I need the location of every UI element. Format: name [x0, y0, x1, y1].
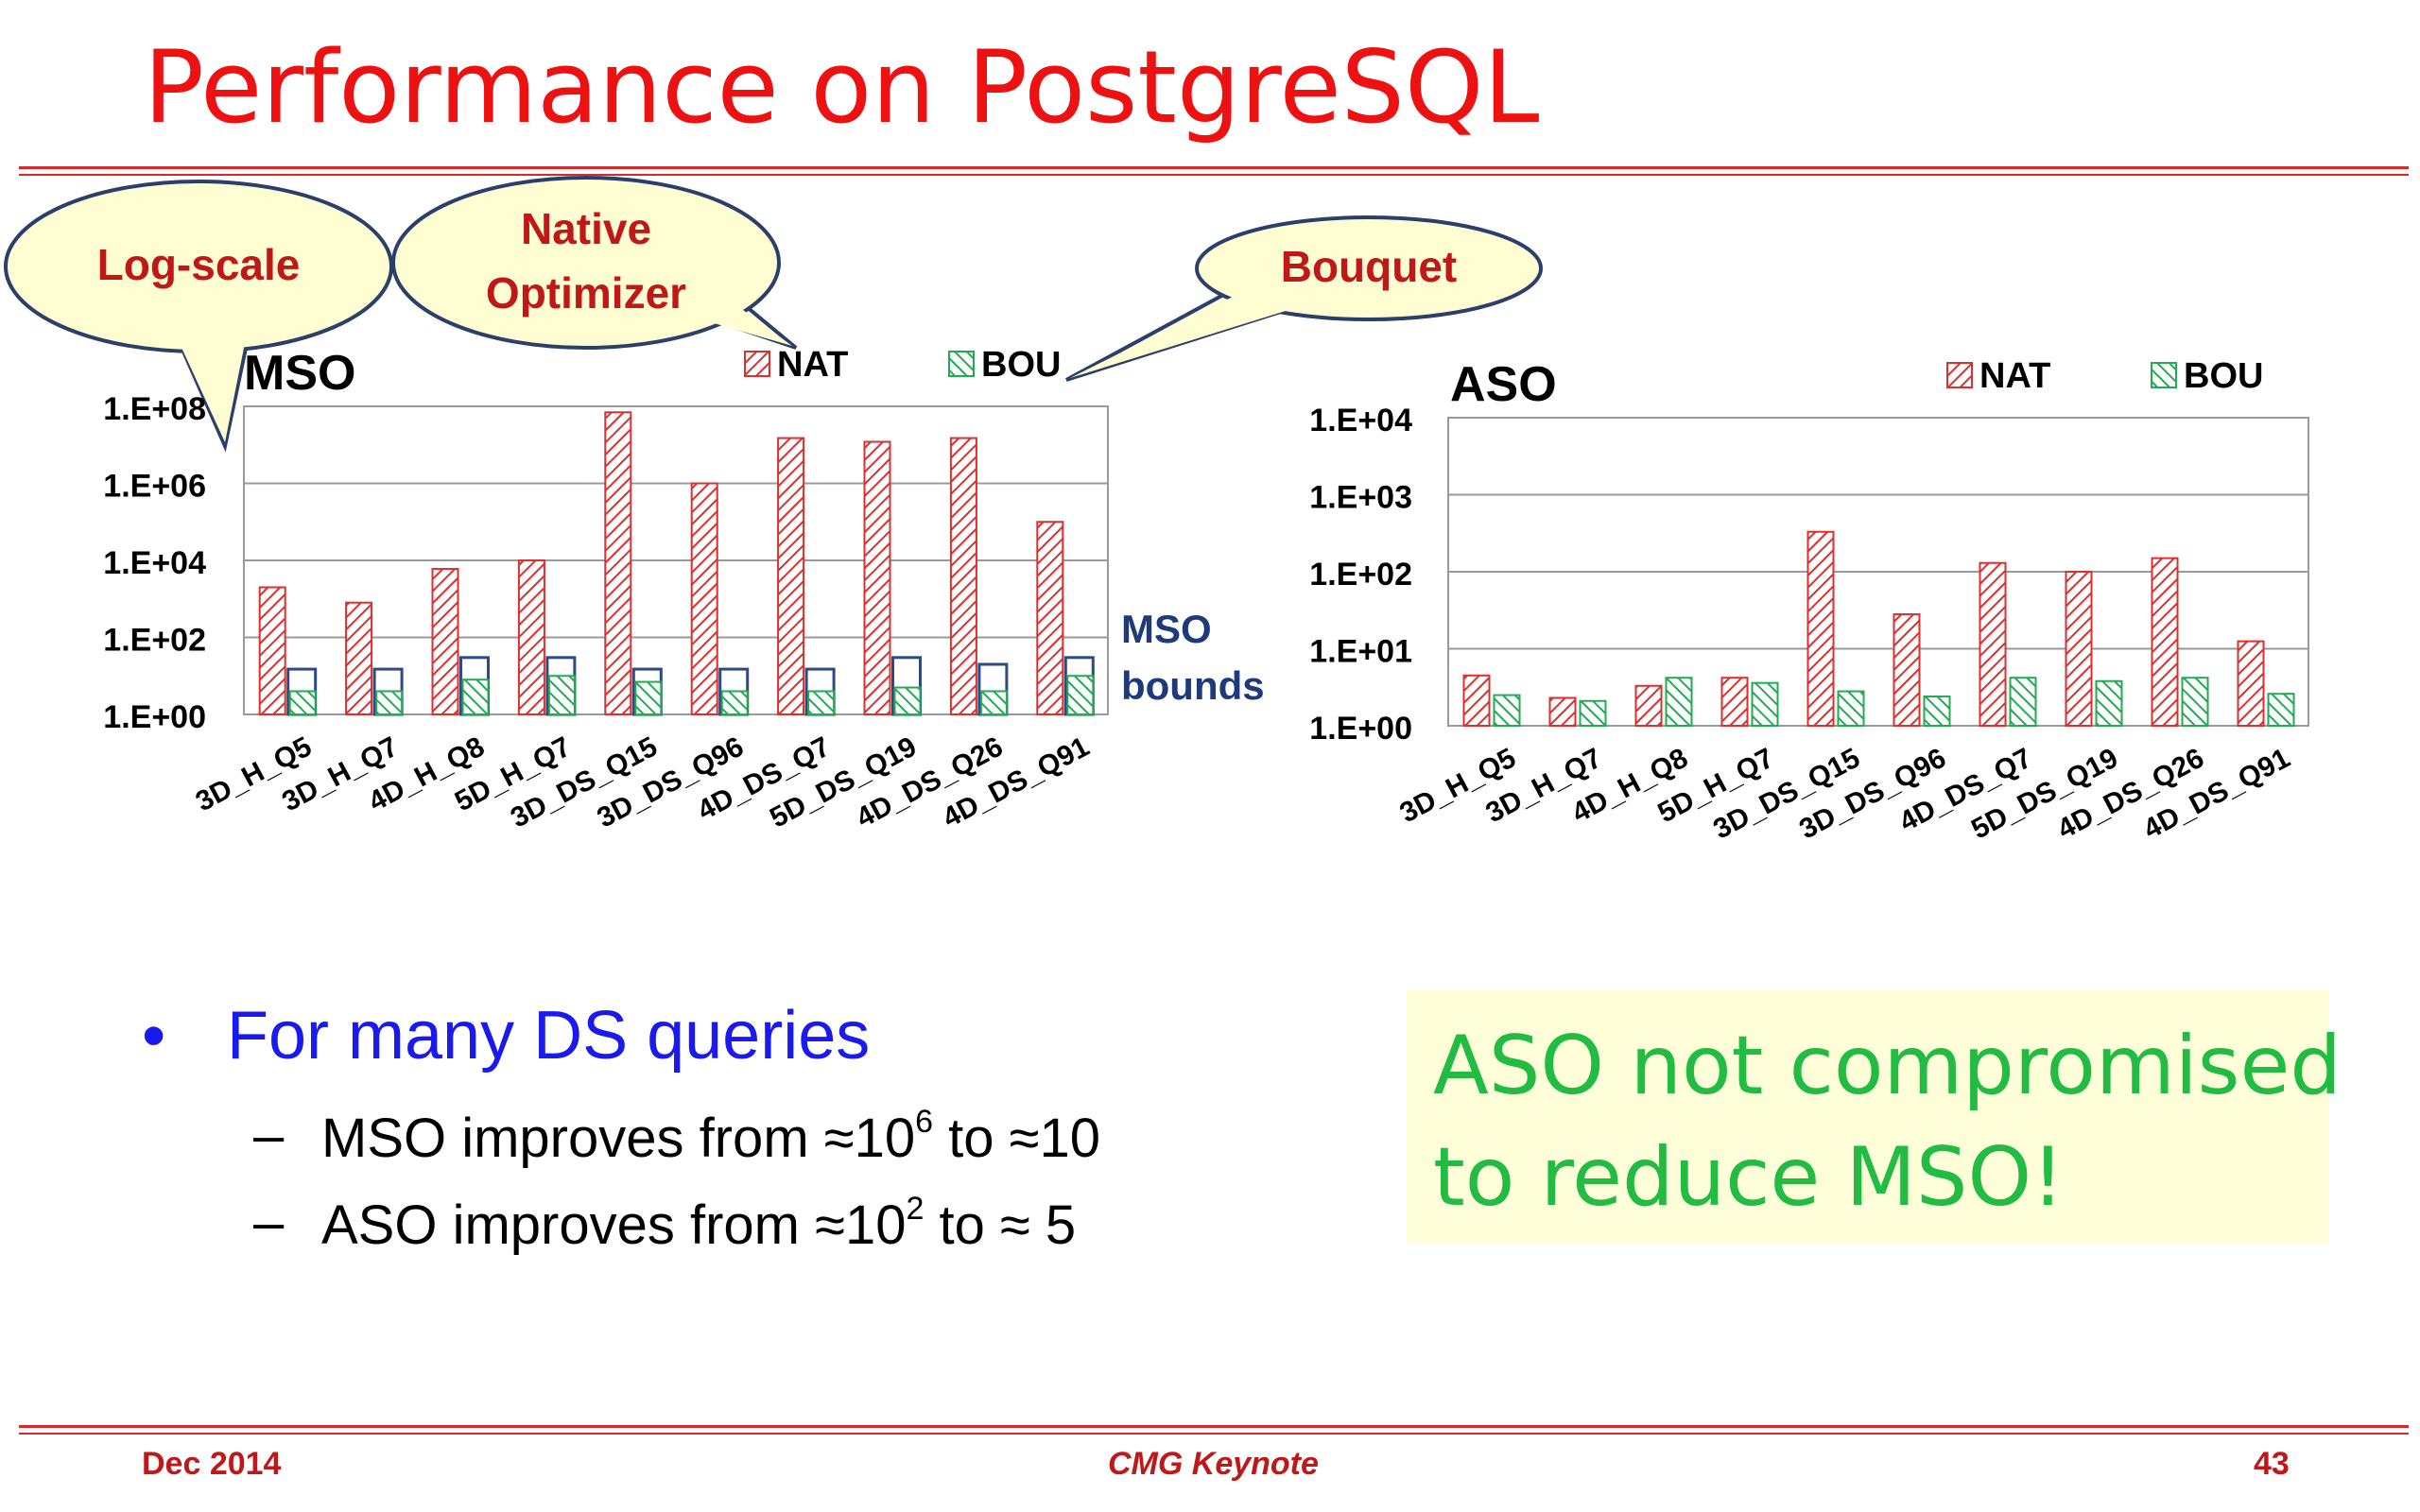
- bullet-main-text: For many DS queries: [227, 998, 871, 1074]
- nat-bar: [1634, 684, 1663, 727]
- callout-bouquet: Bouquet: [1065, 215, 1543, 382]
- y-tick-label: 1.E+04: [1309, 403, 1412, 438]
- bou-bar: [893, 686, 922, 715]
- bullet-sub-1-exp: 6: [915, 1104, 934, 1140]
- legend-label: NAT: [1979, 356, 2050, 396]
- bullet-sub-1-post: to ≈10: [933, 1108, 1100, 1169]
- bullet-sub-2-pre: ASO improves from ≈10: [321, 1194, 907, 1256]
- y-tick-label: 1.E+02: [1309, 557, 1412, 593]
- bou-bar: [634, 680, 663, 715]
- bou-bar: [1837, 690, 1865, 728]
- bou-bar: [2009, 677, 2037, 728]
- nat-bar: [1806, 530, 1835, 727]
- bou-bar: [375, 690, 404, 716]
- y-tick-label: 1.E+00: [1309, 711, 1412, 747]
- bullet-sub-2-exp: 2: [906, 1191, 925, 1227]
- highlight-box: ASO not compromised to reduce MSO!: [1407, 990, 2342, 1244]
- y-tick-label: 1.E+00: [103, 699, 206, 735]
- nat-bar: [1893, 613, 1921, 728]
- footer-rule-bottom: [19, 1433, 2409, 1435]
- legend-label: BOU: [981, 345, 1061, 385]
- nat-bar: [863, 440, 891, 715]
- y-tick-label: 1.E+08: [103, 391, 206, 427]
- bou-bar: [1579, 699, 1607, 728]
- footer-date: Dec 2014: [142, 1446, 282, 1482]
- nat-bar: [2065, 571, 2093, 727]
- footer-event: CMG Keynote: [1108, 1446, 1319, 1482]
- bullet-sub-2-post: to ≈ 5: [924, 1194, 1077, 1256]
- bou-bar: [288, 690, 317, 716]
- bou-bar: [461, 679, 490, 716]
- bou-bar: [1066, 675, 1095, 715]
- legend-swatch: [1946, 362, 1973, 388]
- callout-bouquet-text: Bouquet: [1281, 242, 1458, 291]
- nat-bar: [431, 568, 459, 716]
- highlight-line-2: to reduce MSO!: [1433, 1130, 2065, 1225]
- y-tick-label: 1.E+02: [103, 623, 206, 659]
- nat-bar: [604, 411, 632, 715]
- legend-label: NAT: [777, 345, 848, 385]
- mso-bounds-label-line2: bounds: [1121, 663, 1265, 708]
- y-tick-label: 1.E+04: [103, 545, 206, 581]
- nat-bar: [1548, 696, 1577, 727]
- callout-native-optimizer: Native Optimizer: [391, 176, 798, 350]
- bou-bar: [1923, 696, 1951, 727]
- callout-native-line1: Native: [521, 204, 651, 253]
- bou-bar: [1665, 677, 1693, 728]
- bullet-sub-1-pre: MSO improves from ≈10: [321, 1108, 916, 1169]
- bullet-sub-1-dash: –: [253, 1105, 285, 1166]
- bou-bar: [1493, 694, 1521, 727]
- legend-swatch: [744, 351, 770, 377]
- y-tick-label: 1.E+06: [103, 469, 206, 505]
- legend-label: BOU: [2184, 356, 2263, 396]
- chart-title: MSO: [244, 346, 355, 401]
- callout-log-scale: Log-scale: [4, 180, 393, 453]
- legend-swatch: [2151, 362, 2177, 388]
- footer-rule-top: [19, 1425, 2409, 1428]
- nat-bar: [949, 437, 977, 715]
- bou-bar: [807, 690, 836, 716]
- bou-bar: [2267, 693, 2295, 728]
- legend-swatch: [948, 351, 975, 377]
- charts-canvas: Log-scale Native Optimizer Bouquet 1.E+0…: [4, 176, 2309, 846]
- nat-bar: [2151, 557, 2179, 727]
- nat-bar: [1979, 561, 2007, 727]
- nat-bar: [1036, 521, 1064, 715]
- nat-bar: [1462, 674, 1491, 728]
- bullet-dot: •: [142, 998, 166, 1074]
- footer-page-number: 43: [2254, 1446, 2290, 1482]
- callout-native-line2: Optimizer: [486, 268, 686, 318]
- bou-bar: [1751, 681, 1779, 727]
- bou-bar: [2181, 677, 2209, 728]
- nat-bar: [777, 437, 805, 715]
- chart-title: ASO: [1450, 357, 1557, 412]
- bou-bar: [979, 690, 1008, 716]
- nat-bar: [258, 586, 286, 715]
- y-tick-label: 1.E+01: [1309, 634, 1412, 670]
- bullet-sub-2-dash: –: [253, 1192, 285, 1253]
- bou-bar: [2095, 679, 2123, 727]
- title-rule-top: [19, 166, 2409, 169]
- nat-bar: [690, 482, 718, 715]
- bou-bar: [547, 675, 576, 715]
- nat-bar: [1720, 677, 1749, 728]
- nat-bar: [517, 559, 545, 715]
- callout-log-scale-text: Log-scale: [97, 240, 301, 289]
- slide-title: Performance on PostgreSQL: [144, 29, 1540, 146]
- highlight-line-1: ASO not compromised: [1433, 1019, 2342, 1113]
- nat-bar: [2237, 640, 2265, 727]
- nat-bar: [345, 601, 373, 716]
- y-tick-label: 1.E+03: [1309, 480, 1412, 516]
- title-rule-bottom: [19, 174, 2409, 176]
- bou-bar: [720, 690, 749, 716]
- mso-bounds-label-line1: MSO: [1121, 607, 1212, 651]
